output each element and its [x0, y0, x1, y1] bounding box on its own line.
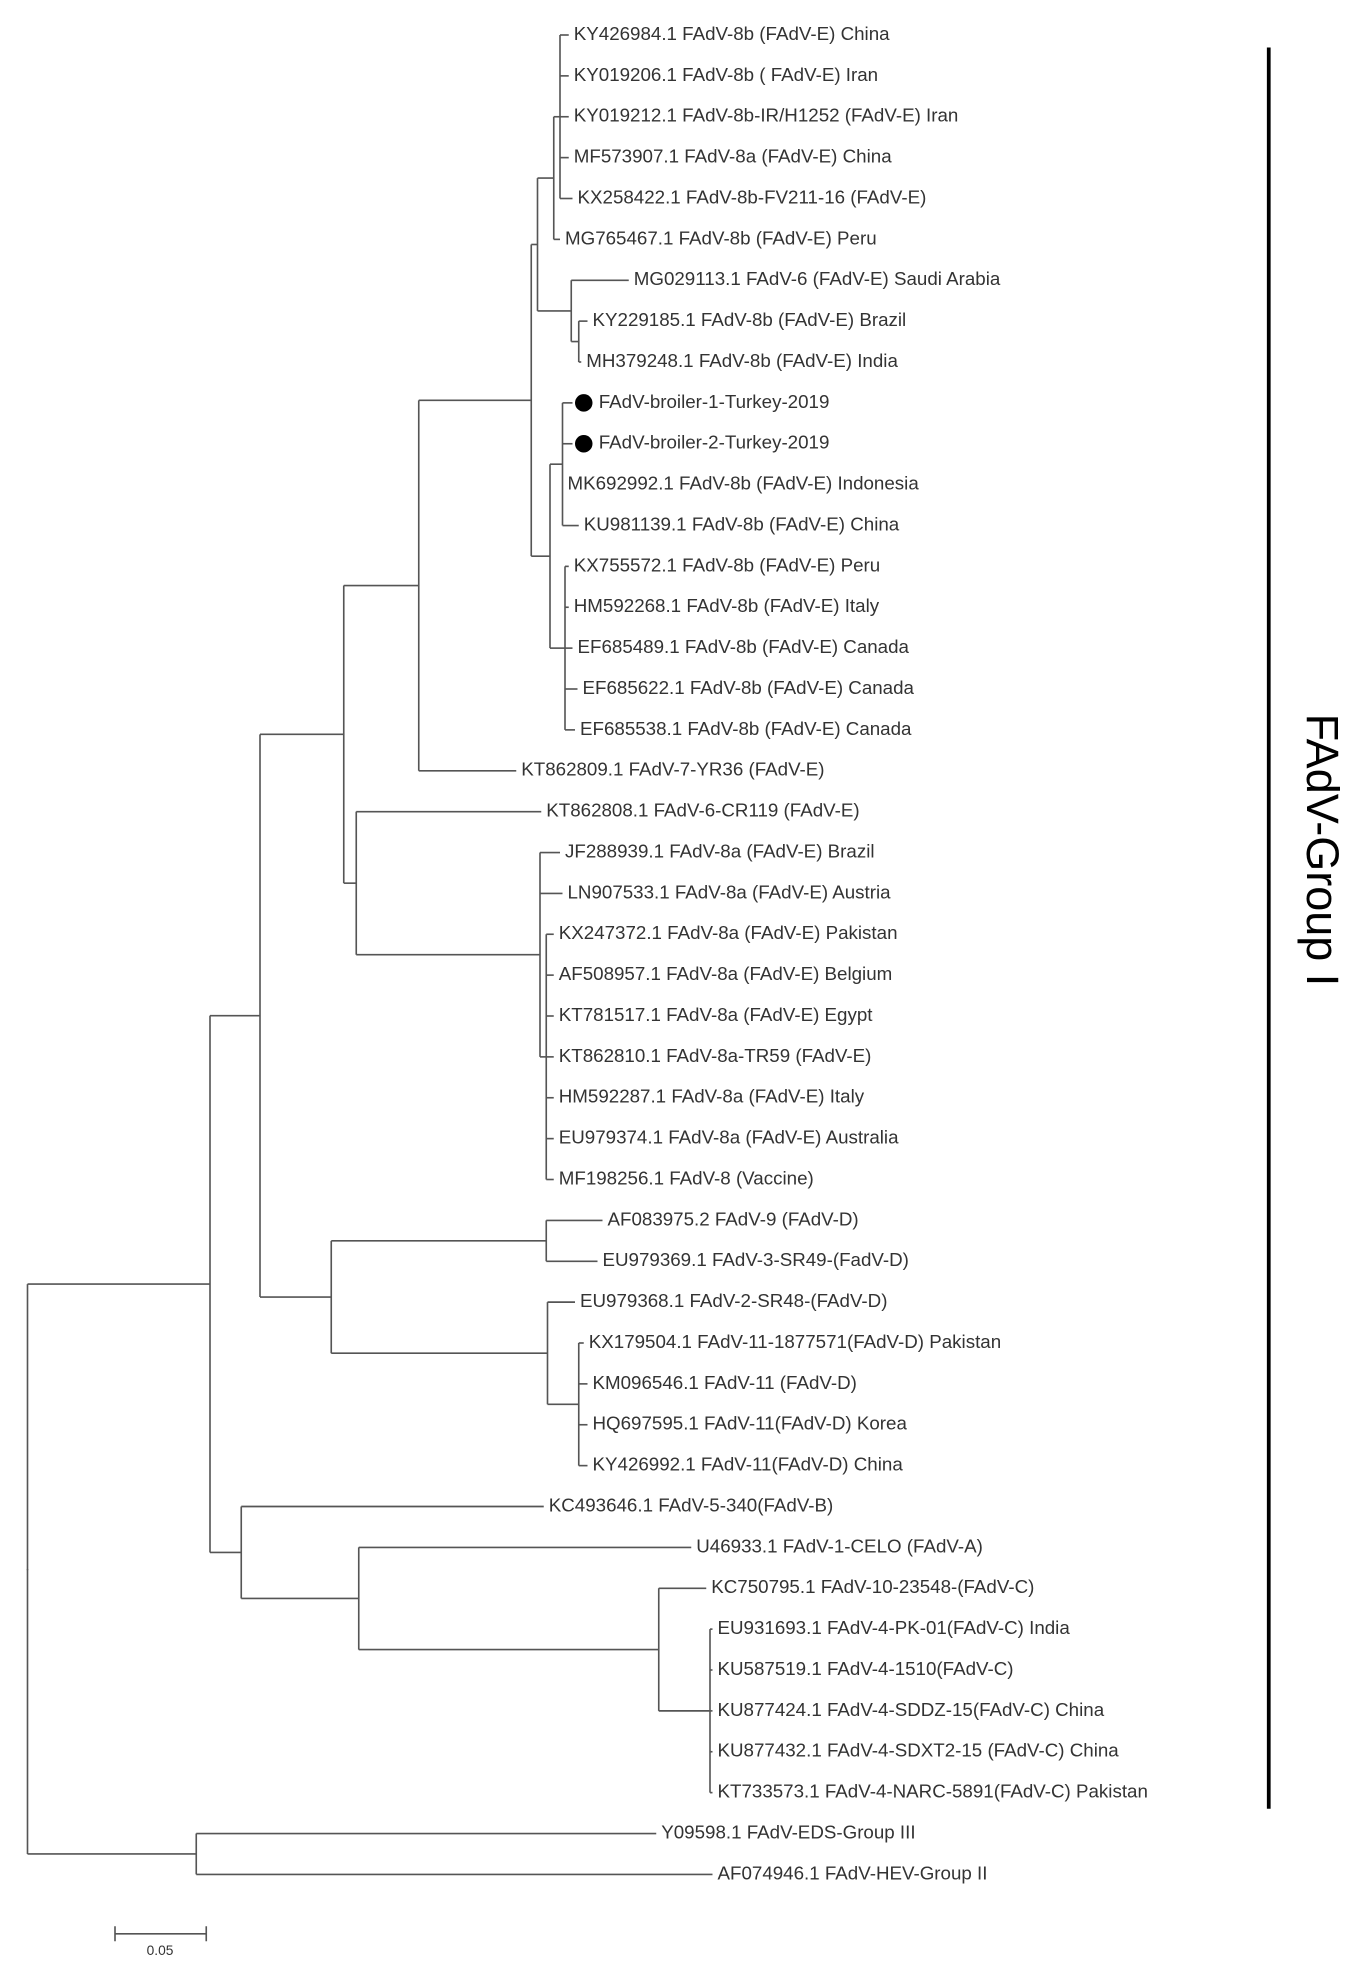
leaf-label: HM592287.1 FAdV-8a (FAdV-E) Italy	[559, 1086, 865, 1107]
leaf-label: KY229185.1 FAdV-8b (FAdV-E) Brazil	[593, 309, 907, 330]
leaf-label: KC750795.1 FAdV-10-23548-(FAdV-C)	[711, 1576, 1034, 1597]
leaf-label: MK692992.1 FAdV-8b (FAdV-E) Indonesia	[568, 473, 920, 494]
group-label: FAdV-Group I	[1297, 714, 1348, 987]
leaf-label: LN907533.1 FAdV-8a (FAdV-E) Austria	[568, 881, 892, 902]
leaf-label: KX258422.1 FAdV-8b-FV211-16 (FAdV-E)	[578, 186, 927, 207]
leaf-label: KY426984.1 FAdV-8b (FAdV-E) China	[574, 23, 890, 44]
leaf-label: HQ697595.1 FAdV-11(FAdV-D) Korea	[593, 1413, 908, 1434]
leaf-label: AF074946.1 FAdV-HEV-Group II	[718, 1862, 988, 1883]
leaf-label: KT862809.1 FAdV-7-YR36 (FAdV-E)	[521, 759, 824, 780]
leaf-label: Y09598.1 FAdV-EDS-Group III	[661, 1821, 915, 1842]
leaf-label: KU587519.1 FAdV-4-1510(FAdV-C)	[718, 1658, 1014, 1679]
leaf-label: FAdV-broiler-1-Turkey-2019	[599, 391, 830, 412]
leaf-label: KU877432.1 FAdV-4-SDXT2-15 (FAdV-C) Chin…	[718, 1740, 1120, 1761]
highlight-dot	[575, 435, 593, 453]
leaf-label: KT862808.1 FAdV-6-CR119 (FAdV-E)	[546, 800, 859, 821]
scale-label: 0.05	[147, 1943, 174, 1958]
leaf-label: EU979374.1 FAdV-8a (FAdV-E) Australia	[559, 1127, 899, 1148]
leaf-label: KT733573.1 FAdV-4-NARC-5891(FAdV-C) Paki…	[718, 1781, 1148, 1802]
leaf-label: FAdV-broiler-2-Turkey-2019	[599, 432, 830, 453]
leaf-label: KM096546.1 FAdV-11 (FAdV-D)	[593, 1372, 857, 1393]
leaf-label: EF685538.1 FAdV-8b (FAdV-E) Canada	[580, 718, 912, 739]
leaf-label: KX247372.1 FAdV-8a (FAdV-E) Pakistan	[559, 922, 898, 943]
leaf-label: AF508957.1 FAdV-8a (FAdV-E) Belgium	[559, 963, 893, 984]
leaf-label: KY426992.1 FAdV-11(FAdV-D) China	[593, 1454, 904, 1475]
highlight-dot	[575, 394, 593, 412]
leaf-label: MH379248.1 FAdV-8b (FAdV-E) India	[586, 350, 898, 371]
leaf-label: EU979369.1 FAdV-3-SR49-(FadV-D)	[603, 1249, 909, 1270]
leaf-label: KU877424.1 FAdV-4-SDDZ-15(FAdV-C) China	[718, 1699, 1105, 1720]
leaf-label: KT862810.1 FAdV-8a-TR59 (FAdV-E)	[559, 1045, 872, 1066]
leaf-label: KY019212.1 FAdV-8b-IR/H1252 (FAdV-E) Ira…	[574, 105, 959, 126]
leaf-label: MG765467.1 FAdV-8b (FAdV-E) Peru	[565, 227, 877, 248]
leaf-label: EU979368.1 FAdV-2-SR48-(FAdV-D)	[580, 1290, 887, 1311]
leaf-label: EU931693.1 FAdV-4-PK-01(FAdV-C) India	[718, 1617, 1071, 1638]
leaf-label: KT781517.1 FAdV-8a (FAdV-E) Egypt	[559, 1004, 874, 1025]
leaf-label: KX755572.1 FAdV-8b (FAdV-E) Peru	[574, 554, 880, 575]
leaf-label: KC493646.1 FAdV-5-340(FAdV-B)	[549, 1494, 834, 1515]
leaf-label: KX179504.1 FAdV-11-1877571(FAdV-D) Pakis…	[589, 1331, 1001, 1352]
leaf-label: EF685622.1 FAdV-8b (FAdV-E) Canada	[583, 677, 915, 698]
leaf-label: JF288939.1 FAdV-8a (FAdV-E) Brazil	[565, 840, 875, 861]
leaf-label: KU981139.1 FAdV-8b (FAdV-E) China	[584, 513, 900, 534]
leaf-label: U46933.1 FAdV-1-CELO (FAdV-A)	[696, 1535, 983, 1556]
leaf-label: HM592268.1 FAdV-8b (FAdV-E) Italy	[574, 595, 880, 616]
leaf-label: AF083975.2 FAdV-9 (FAdV-D)	[608, 1208, 859, 1229]
leaf-label: EF685489.1 FAdV-8b (FAdV-E) Canada	[578, 636, 910, 657]
leaf-label: MF198256.1 FAdV-8 (Vaccine)	[559, 1167, 814, 1188]
leaf-label: KY019206.1 FAdV-8b ( FAdV-E) Iran	[574, 64, 878, 85]
leaf-label: MF573907.1 FAdV-8a (FAdV-E) China	[574, 146, 892, 167]
leaf-label: MG029113.1 FAdV-6 (FAdV-E) Saudi Arabia	[634, 268, 1001, 289]
